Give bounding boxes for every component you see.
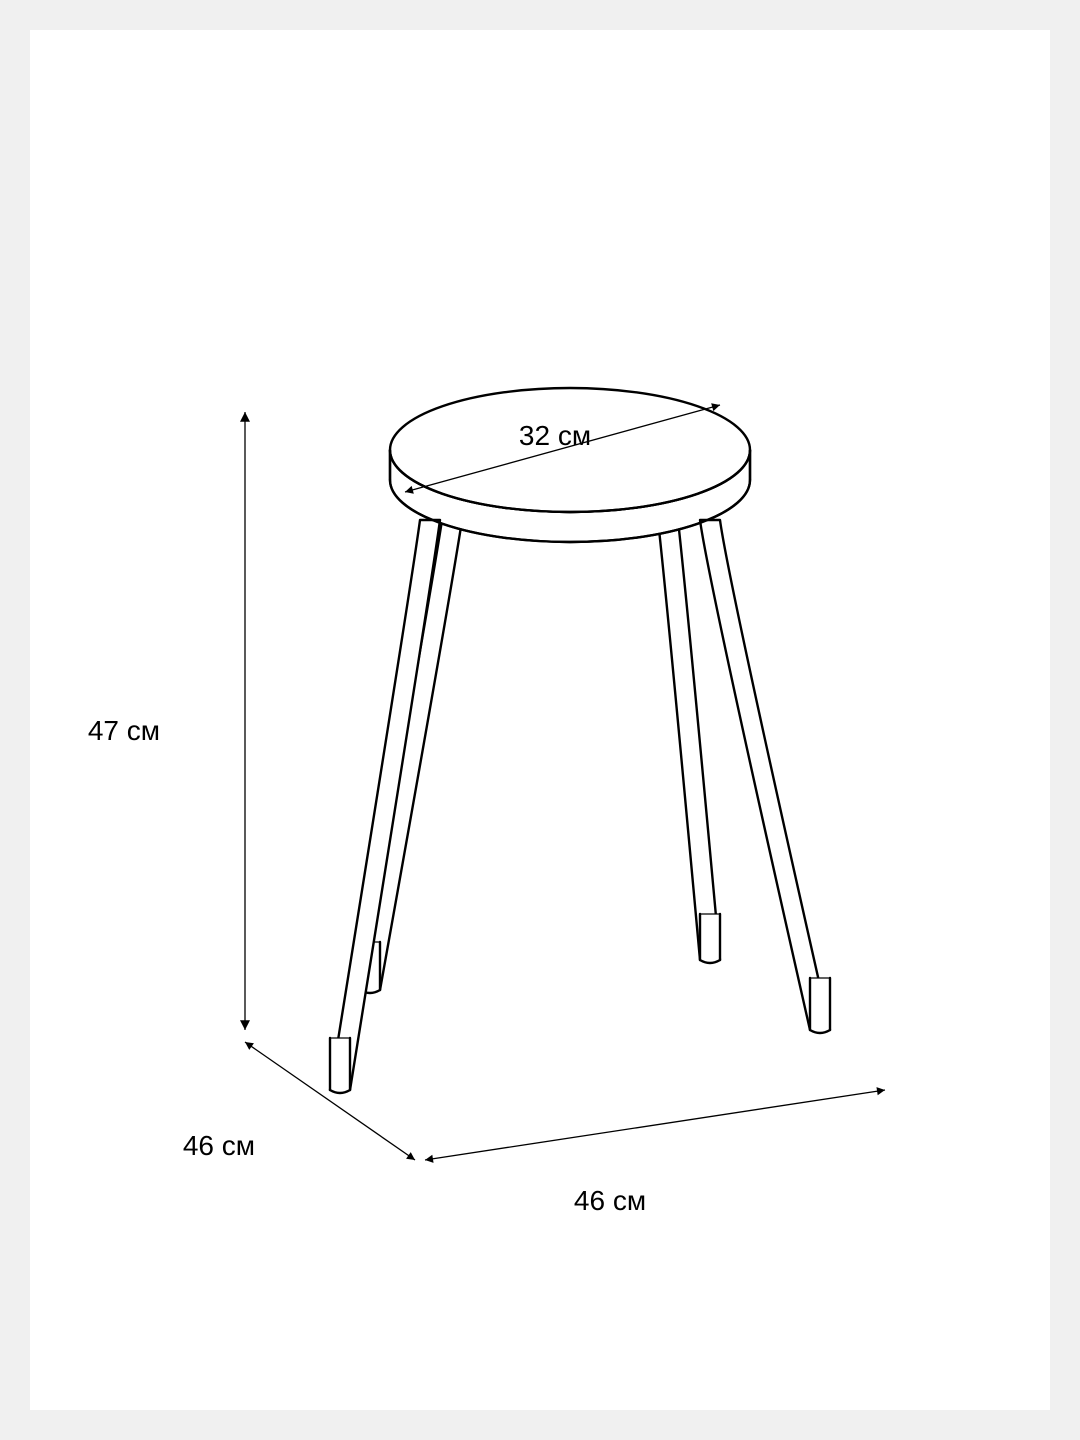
- stool-drawing: [330, 388, 830, 1093]
- dim-label-width: 46 см: [574, 1185, 646, 1216]
- dim-label-seat_diameter: 32 см: [519, 420, 591, 451]
- dim-label-depth: 46 см: [183, 1130, 255, 1161]
- stool-dimension-diagram: 32 см 47 см 46 см 46 см: [30, 30, 1050, 1410]
- dim-label-height: 47 см: [88, 715, 160, 746]
- diagram-frame: 32 см 47 см 46 см 46 см: [30, 30, 1050, 1410]
